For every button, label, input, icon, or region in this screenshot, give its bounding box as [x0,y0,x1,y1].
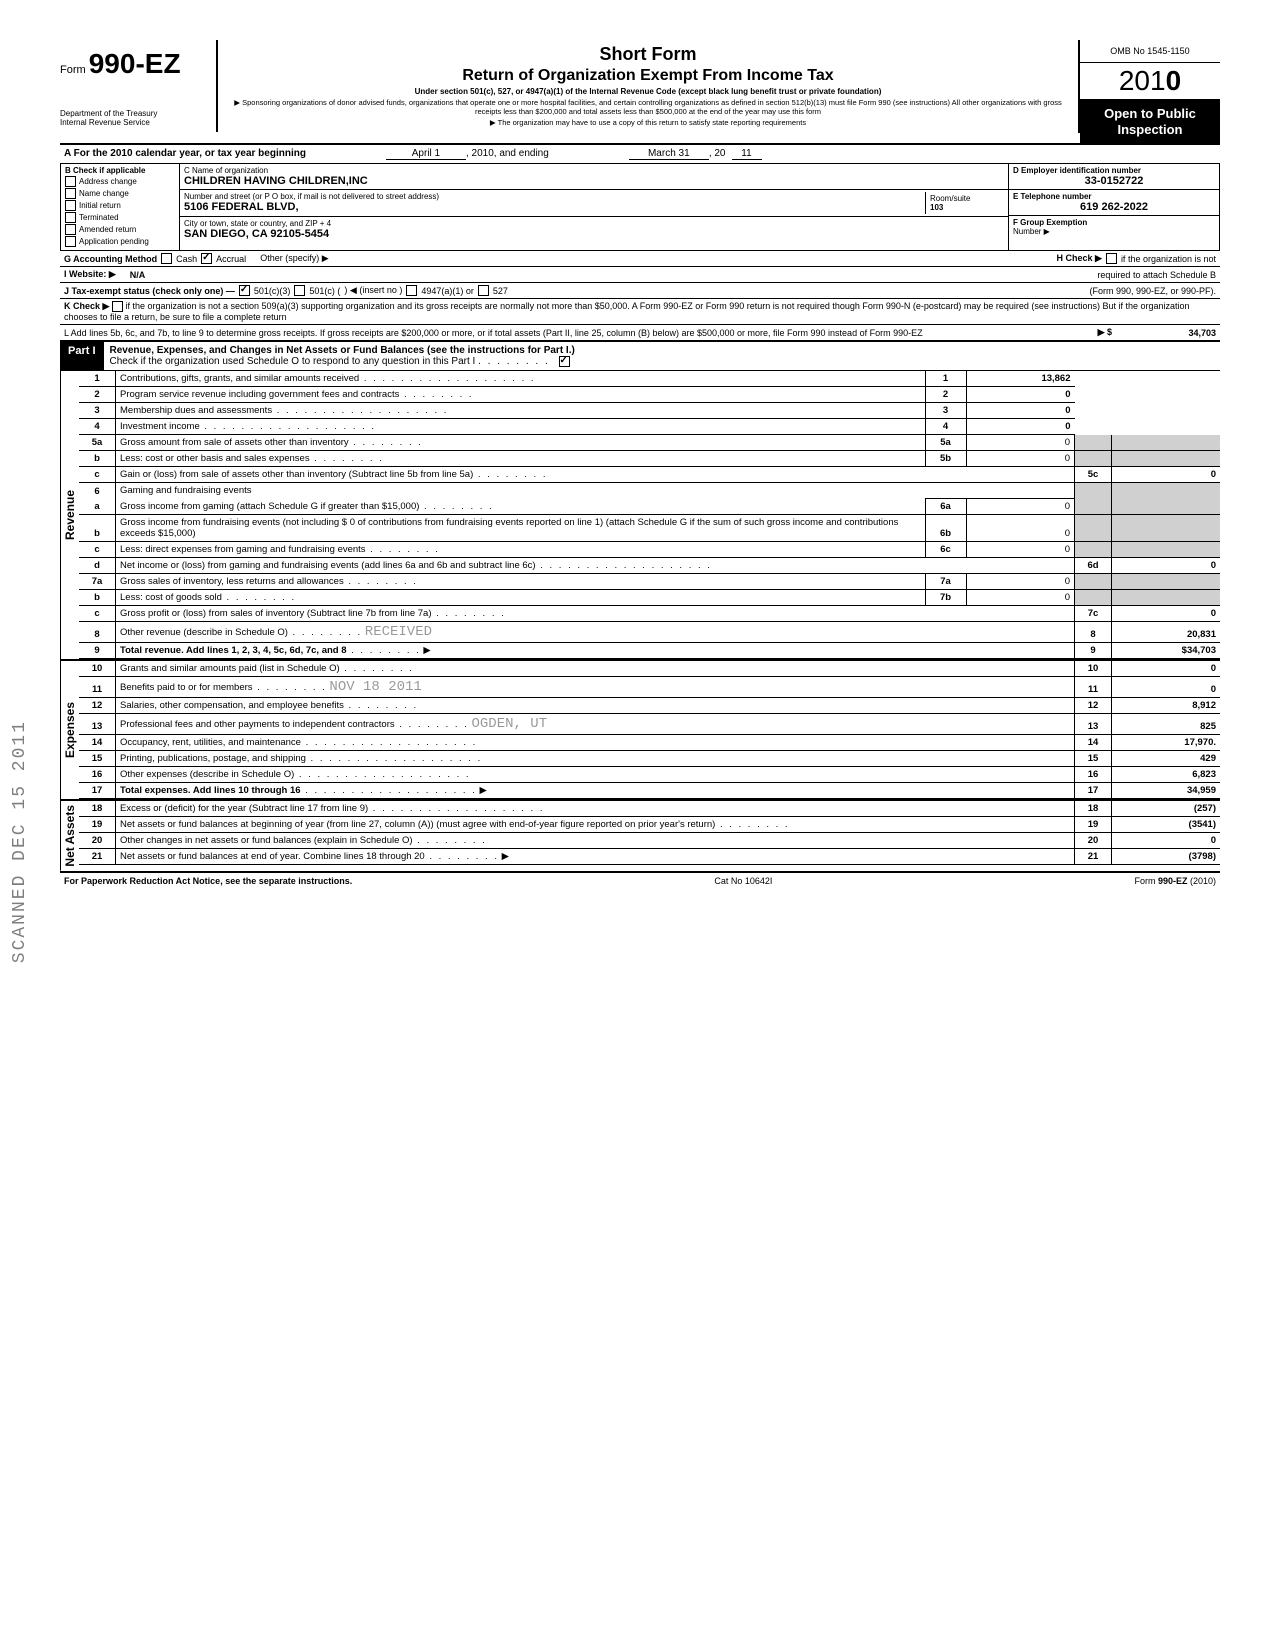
subtitle-1: Under section 501(c), 527, or 4947(a)(1)… [226,87,1070,96]
form-title: Return of Organization Exempt From Incom… [226,67,1070,85]
chk-527[interactable] [478,285,489,296]
tel-value: 619 262-2022 [1013,201,1215,213]
omb-number: OMB No 1545-1150 [1080,40,1220,63]
subtitle-3: ▶ The organization may have to use a cop… [226,118,1070,127]
suite-header: Room/suite [930,194,1000,203]
chk-4947[interactable] [406,285,417,296]
net-assets-section: Net Assets 18Excess or (deficit) for the… [60,801,1220,873]
col-b-header: B Check if applicable [65,166,175,175]
org-name: CHILDREN HAVING CHILDREN,INC [184,175,1004,187]
form-header: Form 990-EZ Department of the Treasury I… [60,40,1220,145]
city-header: City or town, state or country, and ZIP … [184,219,1004,228]
chk-pending[interactable] [65,236,76,247]
chk-501c[interactable] [294,285,305,296]
ein-header: D Employer identification number [1013,166,1215,175]
row-j-tax-status: J Tax-exempt status (check only one) — 5… [60,283,1220,299]
short-form-label: Short Form [226,44,1070,65]
org-info-section: B Check if applicable Address change Nam… [60,164,1220,251]
form-ref: Form [1134,876,1158,886]
group-exempt-number: Number ▶ [1013,227,1215,236]
expenses-label: Expenses [60,661,79,799]
chk-cash[interactable] [161,253,172,264]
chk-accrual[interactable] [201,253,212,264]
row-a-tax-year: A For the 2010 calendar year, or tax yea… [60,145,1220,164]
chk-name-change[interactable] [65,188,76,199]
ein-value: 33-0152722 [1013,175,1215,187]
subtitle-2: ▶ Sponsoring organizations of donor advi… [226,98,1070,116]
revenue-label: Revenue [60,371,79,659]
expenses-section: Expenses 10Grants and similar amounts pa… [60,661,1220,801]
dept-irs: Internal Revenue Service [60,119,210,128]
row-l: L Add lines 5b, 6c, and 7b, to line 9 to… [60,325,1220,341]
chk-initial-return[interactable] [65,200,76,211]
group-exempt-header: F Group Exemption [1013,218,1215,227]
part-1-header: Part I Revenue, Expenses, and Changes in… [60,341,1220,371]
chk-terminated[interactable] [65,212,76,223]
row-k: K Check ▶ if the organization is not a s… [60,299,1220,325]
net-assets-label: Net Assets [60,801,79,871]
row-i-website: I Website: ▶ N/A required to attach Sche… [60,267,1220,283]
suite-value: 103 [930,203,1000,212]
chk-row-k[interactable] [112,301,123,312]
col-c-header: C Name of organization [184,166,1004,175]
open-public: Open to Public [1084,106,1216,122]
tel-header: E Telephone number [1013,192,1215,201]
gross-receipts: 34,703 [1126,328,1216,338]
footer: For Paperwork Reduction Act Notice, see … [60,873,1220,889]
chk-501c3[interactable] [239,285,250,296]
street-header: Number and street (or P O box, if mail i… [184,192,925,201]
revenue-section: Revenue 1Contributions, gifts, grants, a… [60,371,1220,661]
chk-schedule-o[interactable] [559,356,570,367]
chk-amended[interactable] [65,224,76,235]
inspection: Inspection [1084,122,1216,138]
row-g-accounting: G Accounting Method Cash Accrual Other (… [60,251,1220,267]
chk-address-change[interactable] [65,176,76,187]
scanned-stamp: SCANNED DEC 15 2011 [10,720,30,963]
tax-year: 2010 [1080,63,1220,100]
chk-schedule-b[interactable] [1106,253,1117,264]
street-address: 5106 FEDERAL BLVD, [184,201,925,213]
form-number: Form 990-EZ [60,48,210,80]
city-value: SAN DIEGO, CA 92105-5454 [184,228,1004,240]
